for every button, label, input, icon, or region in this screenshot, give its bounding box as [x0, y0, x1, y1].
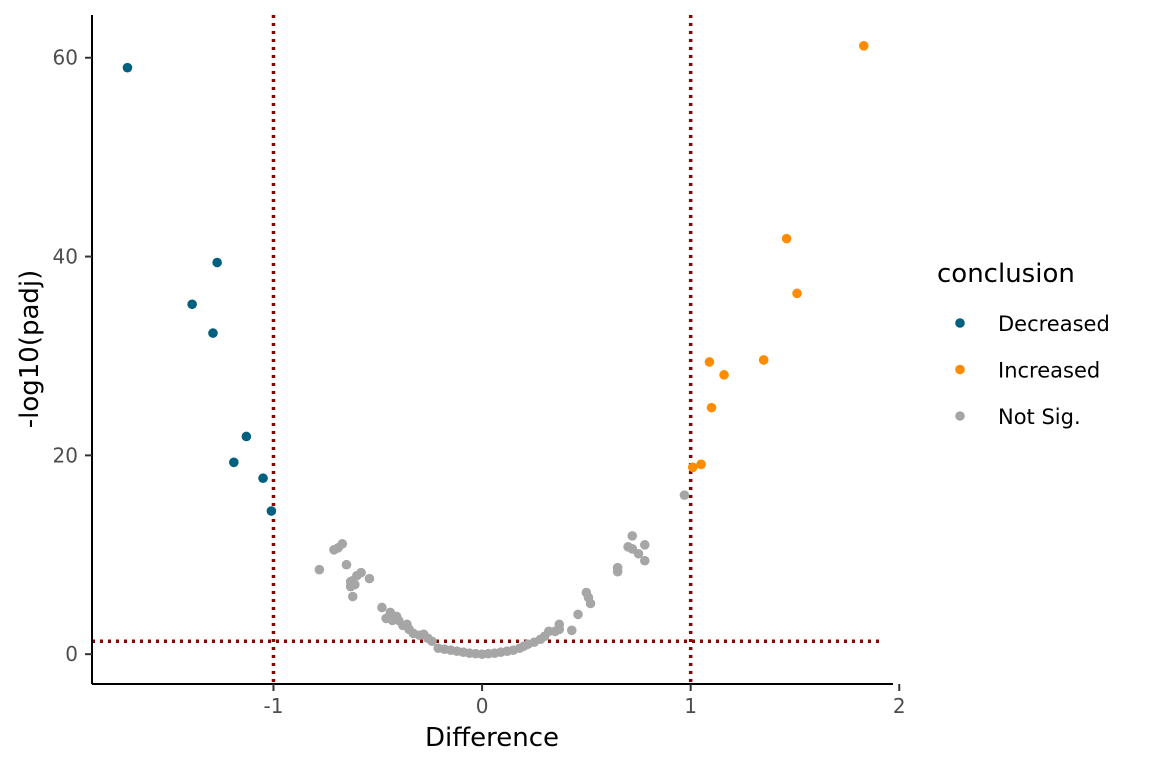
point-not-sig: [381, 613, 391, 624]
point-not-sig: [364, 573, 375, 584]
x-tick-label: -1: [264, 694, 284, 718]
x-tick-label: 2: [893, 694, 906, 718]
point-not-sig: [627, 531, 638, 541]
point-not-sig: [433, 643, 444, 654]
point-decreased: [212, 257, 222, 268]
point-decreased: [122, 62, 133, 73]
point-increased: [858, 41, 869, 51]
legend-key: [955, 364, 965, 375]
y-ticks: 0 20 40 60: [53, 46, 92, 666]
point-decreased: [266, 506, 277, 516]
legend: conclusion Decreased Increased Not Sig.: [937, 259, 1110, 429]
plot-area: [92, 15, 884, 684]
point-not-sig: [347, 591, 358, 602]
point-decreased: [208, 328, 218, 338]
legend-label: Not Sig.: [998, 405, 1081, 429]
point-increased: [758, 355, 769, 365]
point-increased: [687, 462, 698, 473]
point-increased: [696, 459, 706, 470]
point-not-sig: [573, 609, 583, 620]
x-tick-label: 1: [684, 694, 697, 718]
legend-key: [955, 318, 965, 328]
legend-items: Decreased Increased Not Sig.: [955, 312, 1110, 429]
x-ticks: -1 0 1 2: [264, 684, 906, 718]
point-not-sig: [639, 540, 650, 550]
x-tick-label: 0: [476, 694, 489, 718]
x-axis-title: Difference: [425, 723, 559, 753]
point-not-sig: [314, 564, 325, 575]
point-not-sig: [612, 566, 623, 577]
point-not-sig: [341, 559, 352, 570]
point-not-sig: [679, 490, 690, 500]
point-not-sig: [633, 548, 644, 559]
point-not-sig: [377, 602, 387, 613]
legend-label: Decreased: [998, 312, 1110, 336]
legend-key: [955, 411, 965, 421]
y-axis-title: -log10(padj): [15, 270, 45, 429]
y-tick-label: 0: [65, 642, 78, 666]
y-tick-label: 20: [53, 443, 78, 467]
point-decreased: [229, 457, 239, 468]
point-decreased: [241, 431, 252, 442]
point-increased: [781, 233, 792, 244]
point-increased: [704, 357, 715, 367]
point-not-sig: [585, 598, 596, 609]
legend-title: conclusion: [937, 259, 1075, 289]
point-not-sig: [329, 545, 339, 555]
y-tick-label: 40: [53, 245, 78, 269]
point-increased: [792, 288, 802, 299]
point-decreased: [187, 299, 197, 310]
point-not-sig: [639, 555, 650, 566]
point-not-sig: [566, 625, 577, 636]
point-decreased: [258, 473, 268, 484]
legend-label: Increased: [998, 359, 1100, 383]
point-increased: [706, 402, 717, 413]
point-not-sig: [345, 581, 356, 592]
point-increased: [719, 370, 729, 380]
y-tick-label: 60: [53, 46, 78, 70]
